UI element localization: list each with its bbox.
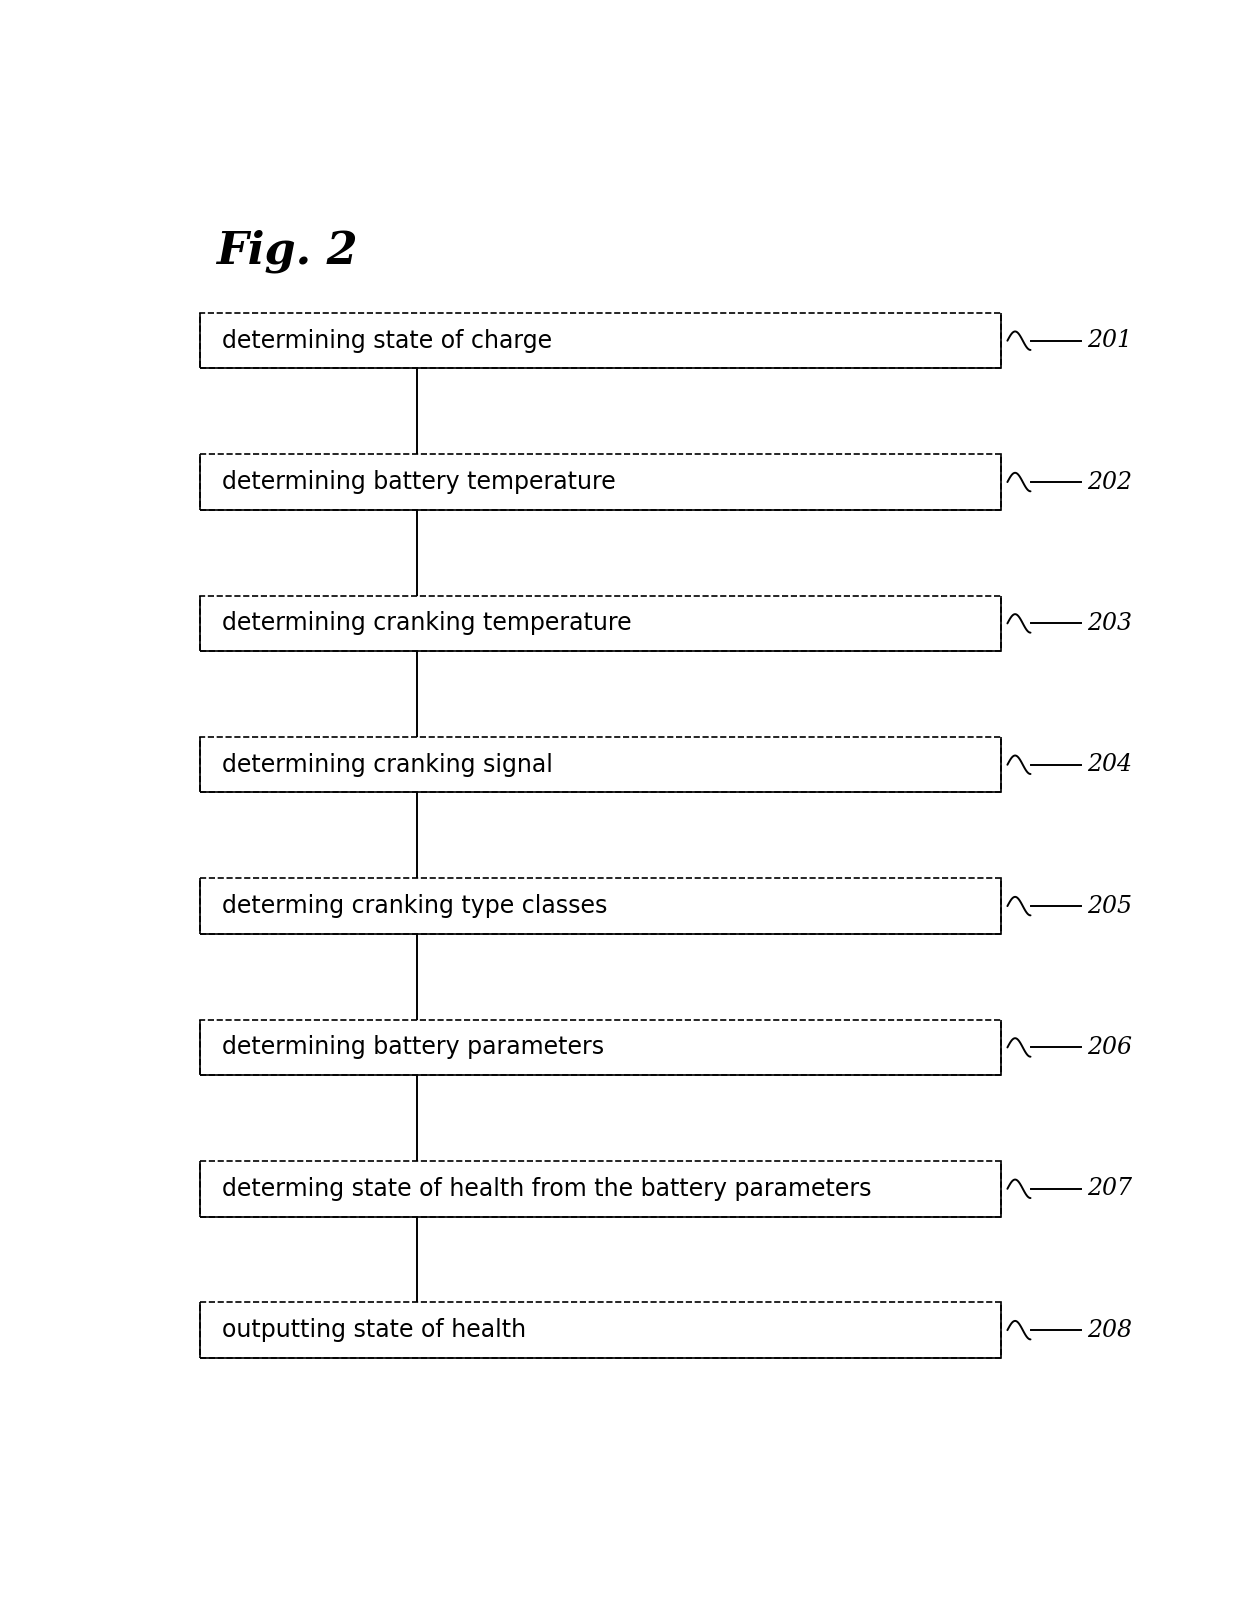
Text: determining state of charge: determining state of charge: [222, 329, 552, 353]
Text: Fig. 2: Fig. 2: [216, 228, 357, 272]
Text: 203: 203: [1086, 612, 1132, 635]
Text: 207: 207: [1086, 1178, 1132, 1200]
Bar: [201, 313, 1001, 368]
Bar: [201, 878, 1001, 933]
Bar: [201, 737, 1001, 792]
Text: 208: 208: [1086, 1319, 1132, 1341]
Text: outputting state of health: outputting state of health: [222, 1319, 526, 1341]
Text: determining cranking signal: determining cranking signal: [222, 753, 553, 776]
Bar: [201, 1162, 1001, 1217]
Text: determining battery parameters: determining battery parameters: [222, 1035, 604, 1059]
Text: determing cranking type classes: determing cranking type classes: [222, 894, 608, 919]
Text: 205: 205: [1086, 894, 1132, 917]
Text: determing state of health from the battery parameters: determing state of health from the batte…: [222, 1176, 872, 1200]
Text: 202: 202: [1086, 470, 1132, 494]
Text: 201: 201: [1086, 329, 1132, 352]
Text: determining cranking temperature: determining cranking temperature: [222, 611, 631, 635]
Bar: [201, 1302, 1001, 1358]
Text: determining battery temperature: determining battery temperature: [222, 470, 616, 494]
Bar: [201, 1019, 1001, 1076]
Bar: [201, 454, 1001, 510]
Text: 206: 206: [1086, 1035, 1132, 1059]
Bar: [201, 596, 1001, 651]
Text: 204: 204: [1086, 753, 1132, 776]
